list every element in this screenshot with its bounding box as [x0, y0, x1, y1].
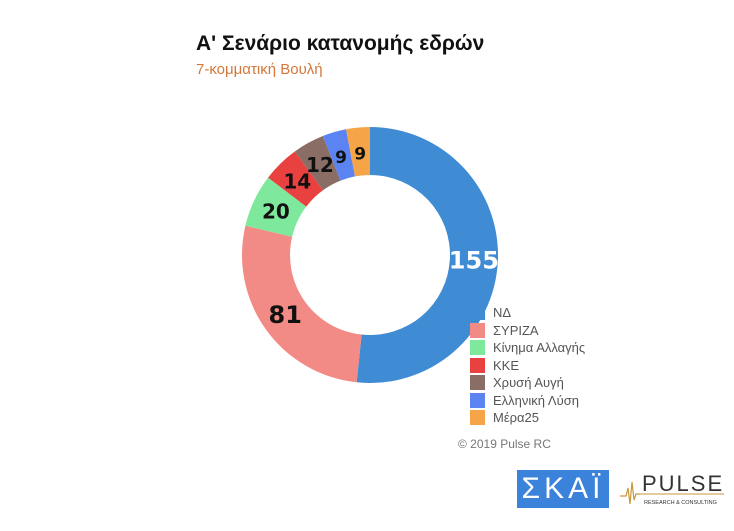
legend-item: ΚΚΕ: [470, 357, 585, 375]
data-label-0: 155: [449, 246, 499, 274]
legend-label: ΝΔ: [493, 305, 512, 321]
pulse-logo: PULSE RESEARCH & CONSULTING: [620, 471, 724, 506]
slice-1: [242, 225, 362, 383]
slice-3: [268, 151, 323, 207]
skai-logo: ΣΚΑΪ: [517, 470, 609, 508]
slice-5: [322, 129, 356, 181]
data-label-2: 20: [262, 200, 290, 224]
legend: ΝΔ ΣΥΡΙΖΑ Κίνημα Αλλαγής ΚΚΕ Χρυσή Αυγή Ελλην…: [470, 304, 585, 427]
legend-label: ΣΥΡΙΖΑ: [493, 322, 539, 338]
legend-swatch: [470, 392, 485, 408]
legend-label: Κίνημα Αλλαγής: [493, 340, 586, 356]
legend-item: ΣΥΡΙΖΑ: [470, 322, 585, 340]
legend-label: Ελληνική Λύση: [493, 392, 579, 408]
data-label-1: 81: [269, 301, 302, 329]
legend-swatch: [470, 340, 485, 356]
data-label-6: 9: [354, 144, 366, 164]
copyright-credit: © 2019 Pulse RC: [458, 437, 551, 451]
slice-2: [245, 177, 307, 237]
legend-swatch: [470, 410, 485, 426]
data-label-4: 12: [306, 153, 334, 177]
legend-label: Χρυσή Αυγή: [493, 375, 564, 391]
legend-label: Μέρα25: [493, 410, 539, 426]
svg-text:RESEARCH & CONSULTING: RESEARCH & CONSULTING: [644, 500, 717, 506]
legend-item: Χρυσή Αυγή: [470, 374, 585, 392]
svg-text:PULSE: PULSE: [642, 471, 724, 496]
legend-label: ΚΚΕ: [493, 357, 520, 373]
chart-title: Α' Σενάριο κατανομής εδρών: [196, 32, 485, 55]
legend-item: Μέρα25: [470, 409, 585, 427]
data-label-5: 9: [335, 148, 347, 168]
slice-6: [346, 127, 370, 177]
legend-swatch: [470, 305, 485, 321]
legend-item: Κίνημα Αλλαγής: [470, 339, 585, 357]
legend-item: Ελληνική Λύση: [470, 392, 585, 410]
chart-subtitle: 7-κομματική Βουλή: [196, 61, 323, 78]
slice-4: [294, 135, 341, 191]
legend-swatch: [470, 322, 485, 338]
legend-swatch: [470, 375, 485, 391]
data-label-3: 14: [283, 170, 311, 194]
slice-0: [356, 127, 498, 383]
legend-swatch: [470, 357, 485, 373]
legend-item: ΝΔ: [470, 304, 585, 322]
